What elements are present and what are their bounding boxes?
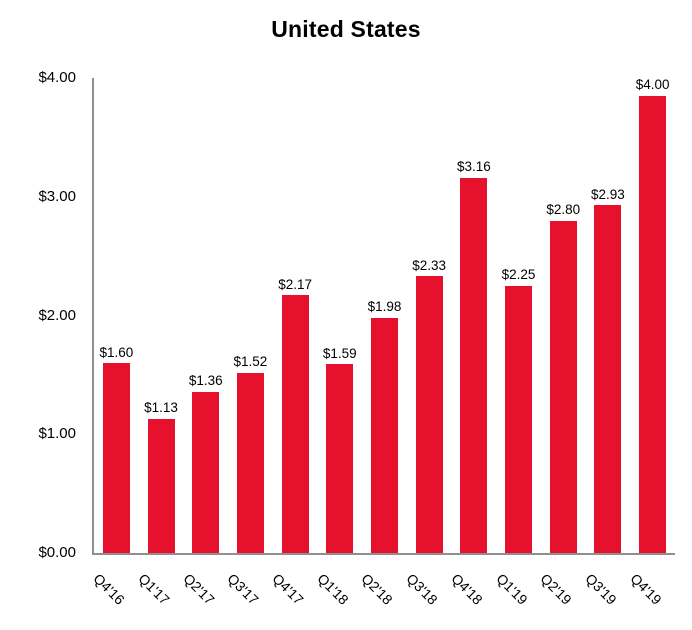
bar-value-label: $3.16 bbox=[456, 159, 491, 175]
x-tick-label: Q2'18 bbox=[358, 570, 397, 608]
x-tick-label: Q3'18 bbox=[403, 570, 442, 608]
bar-value-label: $2.93 bbox=[591, 186, 625, 202]
bar-value-label: $1.59 bbox=[322, 345, 357, 361]
y-tick-label: $4.00 bbox=[38, 69, 76, 86]
bar bbox=[460, 177, 488, 553]
x-tick-label: Q4'17 bbox=[269, 570, 307, 608]
x-axis: Q4'16 Q1'17 Q2'17 Q3'17 Q4'17 Q1'18 Q2'18 Q3'18… bbox=[90, 557, 674, 630]
chart-title: United States bbox=[271, 16, 421, 42]
x-tick-label: Q1'18 bbox=[314, 570, 352, 608]
x-tick-label: Q2'17 bbox=[180, 570, 218, 608]
bar-value-label: $1.36 bbox=[188, 373, 223, 388]
x-slot: Q2'17 bbox=[180, 557, 227, 630]
x-slot: Q4'19 bbox=[627, 557, 674, 630]
bar-value-label: $2.33 bbox=[412, 257, 447, 273]
bar bbox=[236, 372, 264, 553]
x-tick-label: Q3'17 bbox=[224, 570, 263, 608]
x-slot: Q3'19 bbox=[582, 557, 630, 630]
bar bbox=[147, 418, 175, 553]
x-slot: Q3'17 bbox=[224, 557, 272, 630]
bar-slot: $1.52 bbox=[228, 78, 273, 553]
x-tick-label: Q4'18 bbox=[448, 570, 486, 608]
bar-slot: $1.60 bbox=[94, 78, 139, 553]
bar bbox=[639, 95, 667, 553]
plot-area: $1.60 $1.13 $1.36 $1.52 $2.17 $1.59 $1.98 $2.33… bbox=[92, 78, 675, 555]
y-tick-label: $3.00 bbox=[38, 187, 76, 205]
bar-value-label: $2.17 bbox=[278, 276, 312, 292]
y-axis: $0.00 $1.00 $2.00 $3.00 $4.00 bbox=[0, 69, 76, 561]
bar-value-label: $1.98 bbox=[367, 299, 402, 315]
bar-slot: $2.17 bbox=[273, 78, 318, 553]
x-slot: Q2'19 bbox=[537, 557, 585, 630]
bar-slot: $1.59 bbox=[317, 78, 362, 553]
x-slot: Q4'17 bbox=[269, 557, 317, 630]
x-tick-label: Q3'19 bbox=[582, 570, 620, 608]
x-slot: Q1'18 bbox=[314, 557, 361, 630]
x-tick-label: Q1'17 bbox=[135, 570, 173, 608]
bars-group: $1.60 $1.13 $1.36 $1.52 $2.17 $1.59 $1.98 $2.33… bbox=[94, 78, 675, 553]
bar-slot: $1.98 bbox=[362, 78, 407, 553]
x-tick-label: Q2'19 bbox=[537, 570, 576, 608]
bar-value-label: $2.80 bbox=[546, 202, 581, 217]
bar-value-label: $2.25 bbox=[501, 267, 536, 283]
bar-slot: $4.00 bbox=[630, 78, 675, 553]
x-tick-label: Q4'19 bbox=[627, 570, 665, 608]
bar-value-label: $1.52 bbox=[233, 354, 268, 369]
bar bbox=[192, 391, 220, 553]
x-slot: Q1'19 bbox=[492, 557, 540, 630]
bar-value-label: $1.13 bbox=[144, 400, 178, 416]
y-tick-label: $2.00 bbox=[38, 306, 76, 324]
bar-slot: $1.13 bbox=[139, 78, 184, 553]
y-tick-label: $0.00 bbox=[38, 544, 76, 561]
x-tick-label: Q1'19 bbox=[492, 570, 531, 608]
bar-slot: $2.25 bbox=[496, 78, 541, 553]
bar-value-label: $4.00 bbox=[635, 77, 670, 92]
x-slot: Q2'18 bbox=[358, 557, 406, 630]
bar bbox=[281, 295, 309, 553]
bar bbox=[415, 276, 443, 553]
bar bbox=[326, 364, 354, 553]
bar-slot: $2.33 bbox=[407, 78, 452, 553]
x-slot: Q4'16 bbox=[90, 557, 138, 630]
bar-slot: $2.80 bbox=[541, 78, 586, 553]
bar-slot: $1.36 bbox=[183, 78, 228, 553]
bar-slot: $3.16 bbox=[452, 78, 497, 553]
x-tick-label: Q4'16 bbox=[90, 570, 129, 608]
bar bbox=[594, 205, 622, 553]
bar-value-label: $1.60 bbox=[99, 344, 134, 360]
x-slot: Q3'18 bbox=[403, 557, 451, 630]
bar bbox=[370, 317, 398, 553]
x-slot: Q4'18 bbox=[448, 557, 496, 630]
x-slot: Q1'17 bbox=[135, 557, 183, 630]
y-tick-label: $1.00 bbox=[38, 425, 76, 443]
bar bbox=[102, 363, 130, 553]
bar-slot: $2.93 bbox=[586, 78, 631, 553]
bar bbox=[549, 220, 577, 553]
bar bbox=[505, 285, 533, 553]
